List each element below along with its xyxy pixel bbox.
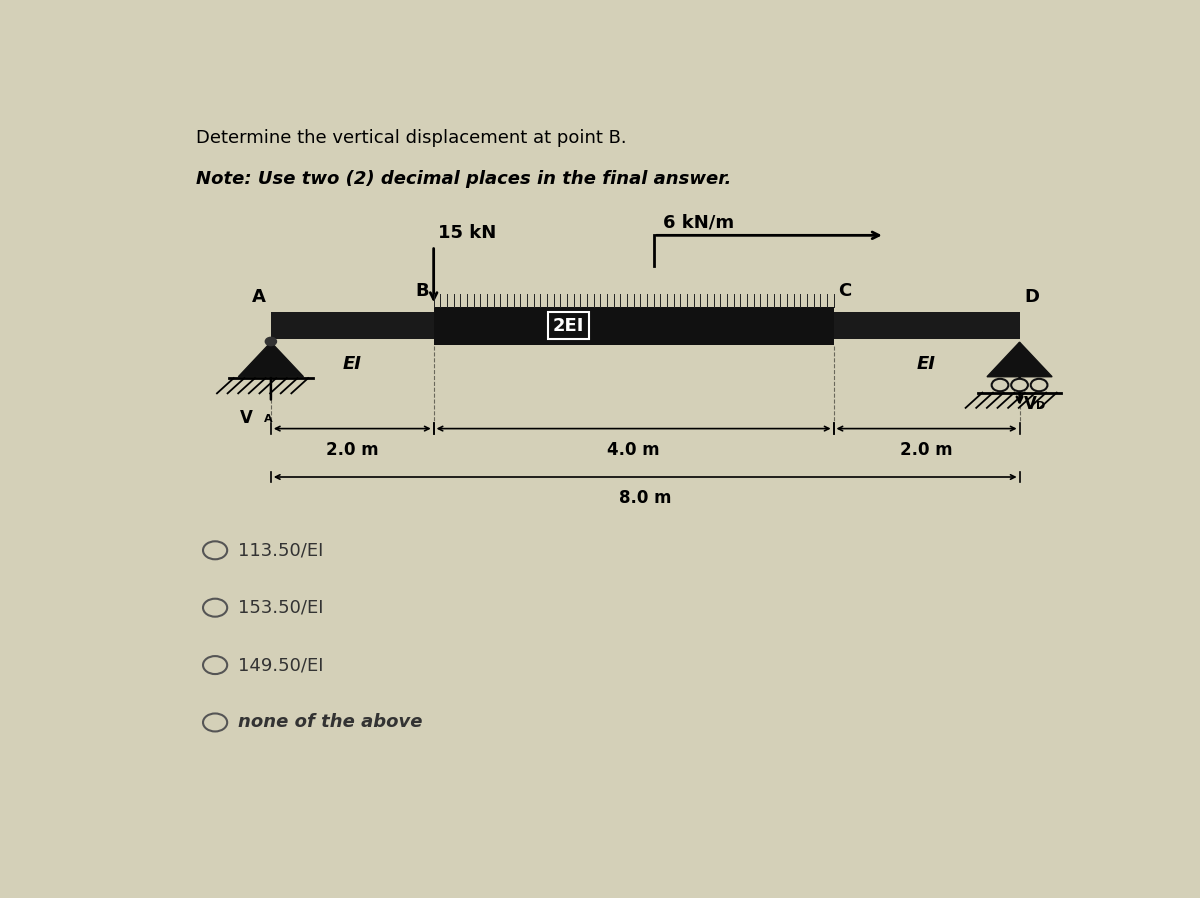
Text: 153.50/EI: 153.50/EI [239,599,324,617]
Text: 4.0 m: 4.0 m [607,441,660,459]
Polygon shape [986,342,1052,377]
Text: EI: EI [917,355,936,373]
Polygon shape [239,342,304,377]
Text: Note: Use two (2) decimal places in the final answer.: Note: Use two (2) decimal places in the … [197,170,732,188]
Bar [834,313,1020,339]
Text: 149.50/EI: 149.50/EI [239,656,324,674]
Bar [433,306,834,345]
Circle shape [1031,379,1048,392]
Text: 113.50/EI: 113.50/EI [239,541,324,559]
Text: V: V [240,409,252,427]
Text: B: B [415,282,430,300]
Circle shape [991,379,1008,392]
Text: EI: EI [343,355,361,373]
Text: 2.0 m: 2.0 m [326,441,378,459]
Text: Determine the vertical displacement at point B.: Determine the vertical displacement at p… [197,128,628,146]
Text: 2EI: 2EI [553,317,584,335]
Text: none of the above: none of the above [239,714,422,732]
Text: A: A [264,414,272,424]
Text: 6 kN/m: 6 kN/m [662,214,734,232]
Text: D: D [1037,401,1045,411]
Text: A: A [252,287,266,305]
Text: 15 kN: 15 kN [438,224,497,242]
Circle shape [1012,379,1028,392]
Text: 2.0 m: 2.0 m [900,441,953,459]
Circle shape [265,338,276,346]
Text: 8.0 m: 8.0 m [619,489,672,507]
Text: D: D [1025,287,1039,305]
Text: C: C [839,282,852,300]
Text: V: V [1025,395,1037,413]
Bar [271,313,433,339]
